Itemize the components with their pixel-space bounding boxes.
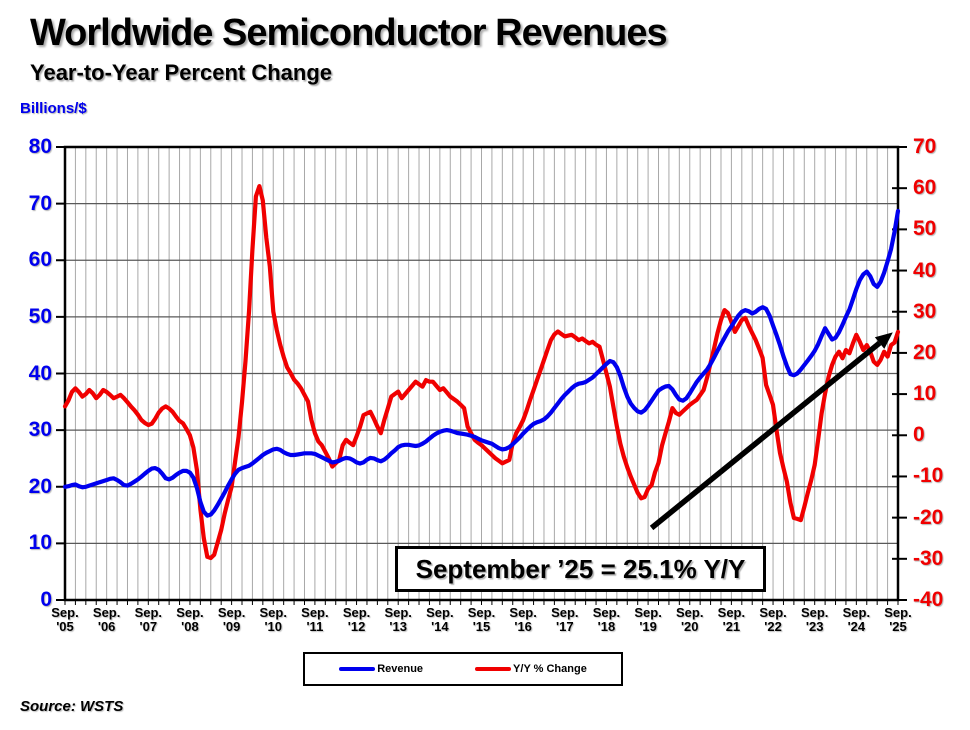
x-axis-tick-label: Sep. '17 bbox=[551, 605, 579, 634]
x-axis-tick-label: Sep. '18 bbox=[592, 605, 621, 634]
legend-label-yy-change: Y/Y % Change bbox=[513, 663, 587, 675]
left-axis-tick-label: 60 bbox=[28, 248, 52, 272]
left-axis-tick-label: 30 bbox=[28, 418, 52, 442]
x-axis-tick-label: Sep. '24 bbox=[842, 605, 871, 634]
x-axis-tick-label: Sep. '13 bbox=[384, 605, 412, 634]
legend-item-revenue: Revenue bbox=[339, 663, 423, 675]
x-axis-tick-label: Sep. '05 bbox=[51, 605, 79, 634]
page-title: Worldwide Semiconductor Revenues bbox=[30, 12, 668, 54]
x-axis-tick-label: Sep. '08 bbox=[176, 605, 204, 634]
x-axis-tick-label: Sep. '09 bbox=[217, 605, 246, 634]
right-axis-tick-label: -10 bbox=[913, 464, 944, 488]
right-axis-tick-label: 0 bbox=[913, 423, 925, 447]
left-axis-tick-label: 0 bbox=[40, 588, 52, 611]
left-axis-tick-label: 40 bbox=[28, 361, 52, 385]
x-axis-tick-label: Sep. '11 bbox=[301, 605, 329, 634]
x-axis-tick-label: Sep. '16 bbox=[509, 605, 537, 634]
x-axis-tick-label: Sep. '14 bbox=[426, 605, 454, 634]
x-axis-tick-label: Sep. '19 bbox=[634, 605, 662, 634]
right-axis-tick-label: 60 bbox=[913, 176, 937, 200]
left-axis-tick-label: 80 bbox=[28, 135, 52, 158]
x-axis-tick-label: Sep. '25 bbox=[884, 605, 912, 634]
plot-border bbox=[63, 145, 900, 602]
yy-change-line-swatch bbox=[475, 667, 512, 671]
annotation-callout: September ’25 = 25.1% Y/Y bbox=[395, 546, 766, 592]
revenueline bbox=[62, 208, 901, 518]
x-axis-tick-label: Sep. '15 bbox=[467, 605, 496, 634]
right-axis-tick-label: 50 bbox=[913, 217, 937, 241]
left-axis-tick-label: 10 bbox=[28, 531, 52, 555]
left-axis-tick-label: 70 bbox=[28, 191, 52, 215]
right-axis-tick-label: 40 bbox=[913, 258, 937, 282]
left-axis-tick-label: 50 bbox=[28, 304, 52, 328]
x-axis-tick-label: Sep. '12 bbox=[342, 605, 371, 634]
source-note: Source: WSTS bbox=[20, 698, 124, 715]
right-axis-tick-label: 10 bbox=[913, 382, 937, 406]
x-axis-tick-label: Sep. '06 bbox=[92, 605, 121, 634]
left-axis-tick-label: 20 bbox=[28, 474, 52, 498]
legend-item-yy-change: Y/Y % Change bbox=[475, 663, 587, 675]
page-subtitle: Year-to-Year Percent Change bbox=[30, 60, 333, 85]
x-axis-tick-label: Sep. '22 bbox=[759, 605, 787, 634]
right-axis-tick-label: -20 bbox=[913, 505, 944, 529]
legend: Revenue Y/Y % Change bbox=[303, 652, 623, 686]
legend-label-revenue: Revenue bbox=[377, 663, 424, 675]
x-axis-tick-label: Sep. '07 bbox=[134, 605, 163, 634]
right-axis-tick-label: 30 bbox=[913, 299, 937, 323]
x-axis-tick-label: Sep. '21 bbox=[717, 605, 746, 634]
x-axis-tick-label: Sep. '23 bbox=[800, 605, 829, 634]
trend-arrow-head bbox=[874, 332, 893, 349]
right-axis-tick-label: 20 bbox=[913, 340, 937, 364]
x-axis-tick-label: Sep. '20 bbox=[676, 605, 704, 634]
right-axis-tick-label: -30 bbox=[913, 546, 944, 570]
y-y-changeline bbox=[62, 184, 901, 561]
trend-arrow-shaft bbox=[649, 340, 882, 531]
revenue-line-swatch bbox=[339, 667, 376, 671]
right-axis-tick-label: -40 bbox=[913, 588, 944, 611]
x-axis-tick-label: Sep. '10 bbox=[259, 605, 287, 634]
left-axis-unit-label: Billions/$ bbox=[20, 100, 87, 117]
right-axis-tick-label: 70 bbox=[913, 135, 937, 158]
